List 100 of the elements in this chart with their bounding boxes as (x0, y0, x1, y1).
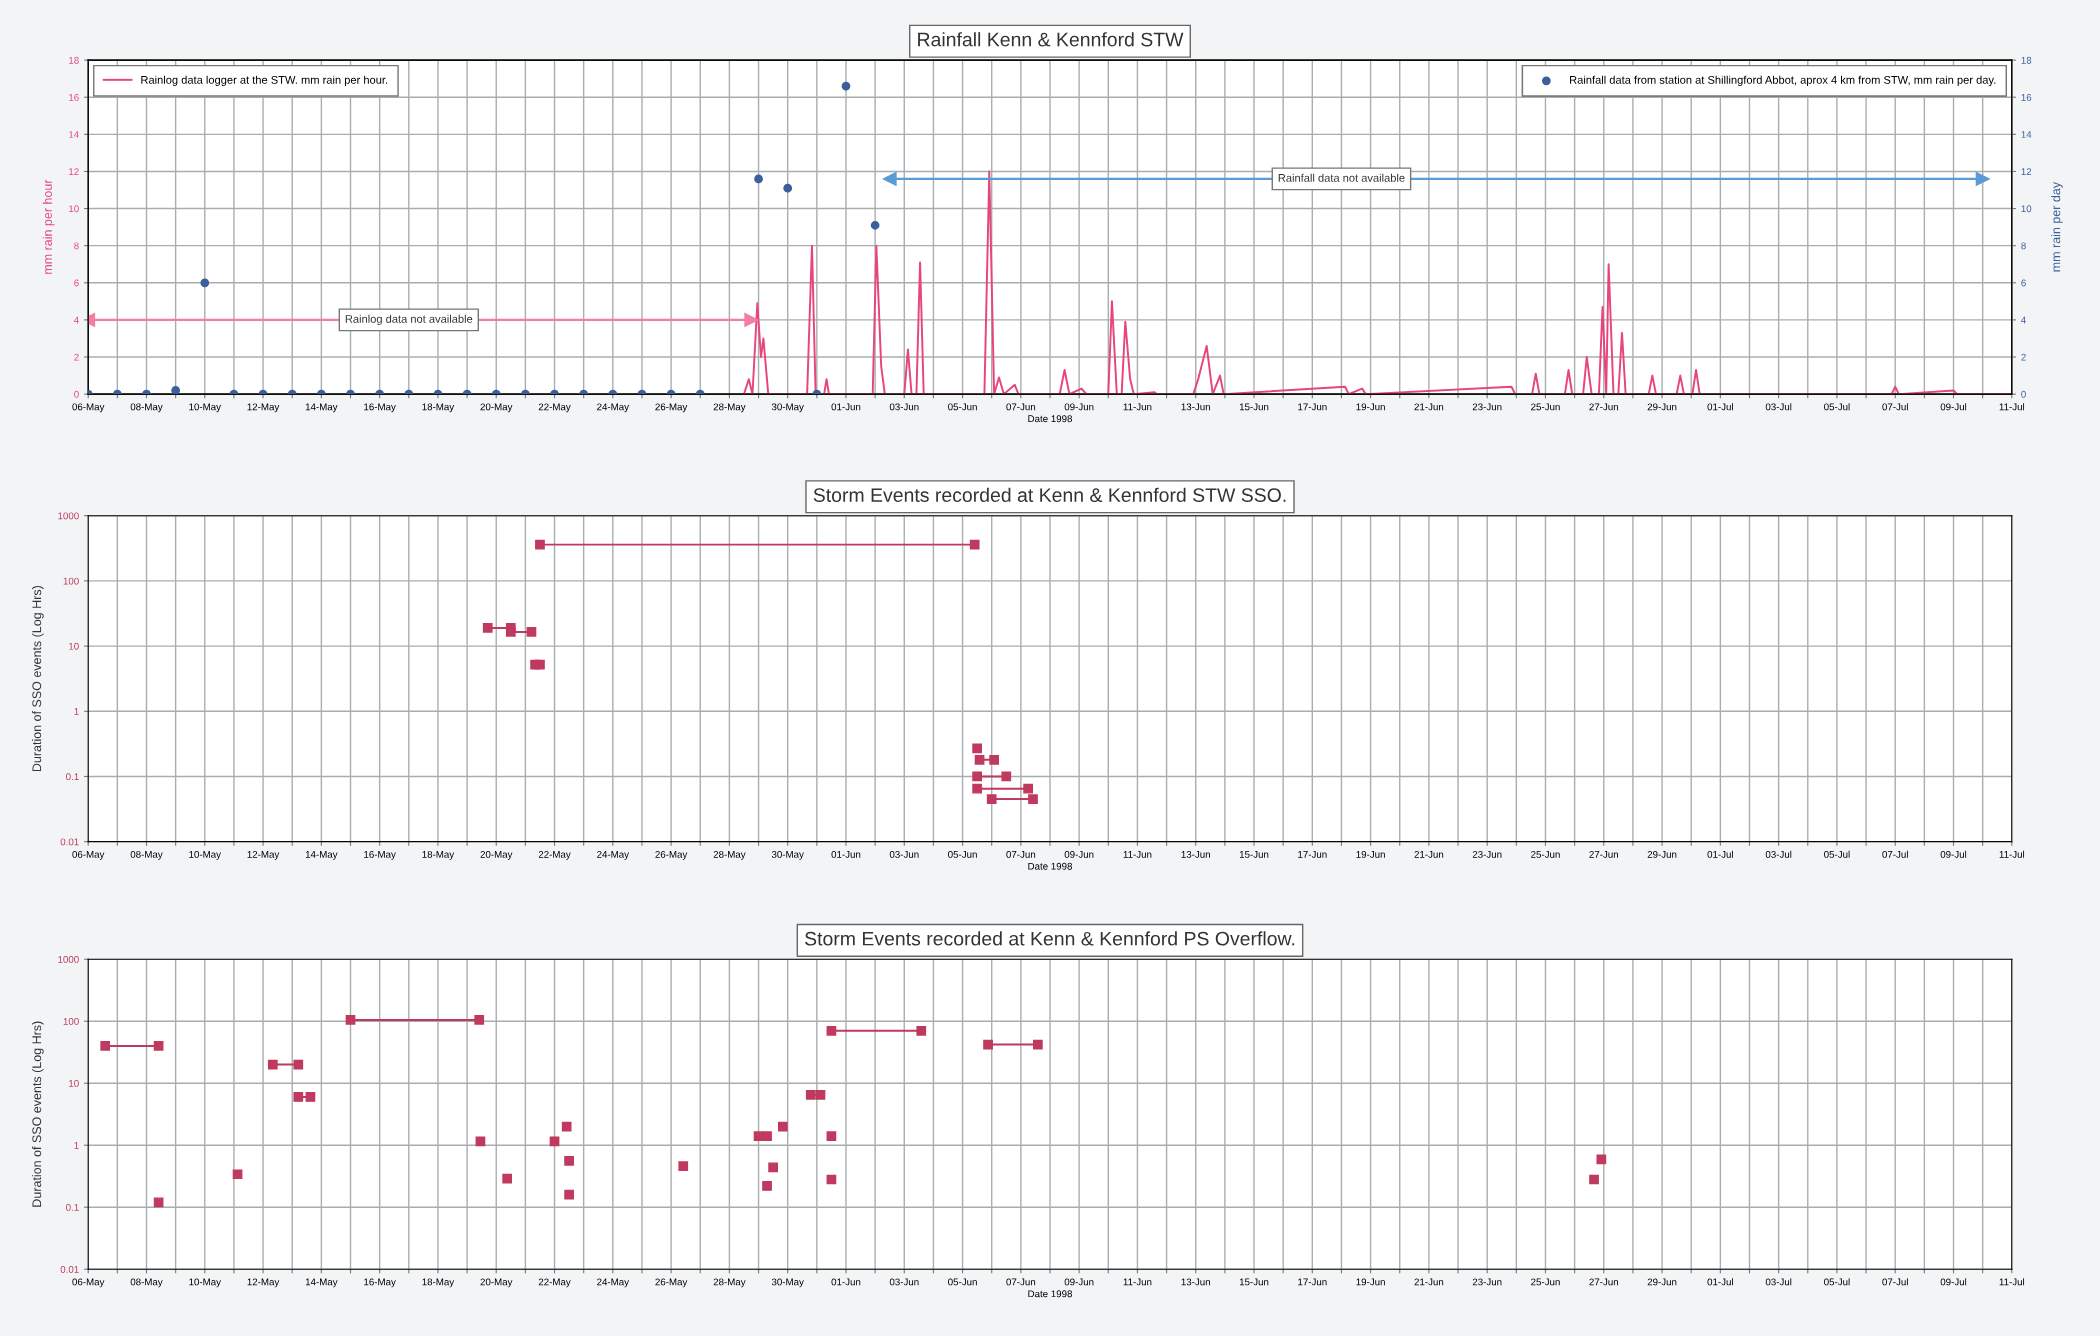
y-axis-title: Duration of SSO events (Log Hrs) (32, 1021, 44, 1207)
x-tick-label: 08-May (130, 403, 163, 413)
x-tick-label: 05-Jun (948, 1278, 977, 1286)
y-tick-label: 100 (63, 577, 79, 585)
x-tick-label: 17-Jun (1298, 403, 1327, 411)
x-tick-label: 23-Jun (1472, 403, 1502, 411)
x-axis-title: Date 1998 (1028, 862, 1073, 870)
x-tick-label: 21-Jun (1414, 1278, 1444, 1286)
x-tick-label: 14-May (305, 403, 338, 413)
x-tick-label: 07-Jul (1882, 1278, 1908, 1286)
x-tick-label: 07-Jun (1006, 1278, 1036, 1286)
x-tick-label: 12-May (247, 850, 280, 860)
x-tick-label: 01-Jul (1707, 1278, 1733, 1286)
x-tick-label: 16-May (364, 403, 396, 413)
y-tick-label: 6 (74, 279, 79, 287)
x-tick-label: 11-Jun (1123, 851, 1152, 858)
x-tick-label: 08-May (130, 1278, 163, 1288)
x-tick-label: 25-Jun (1531, 850, 1560, 858)
x-tick-label: 15-Jun (1239, 851, 1269, 858)
y-tick-label: 0.01 (60, 838, 79, 846)
x-tick-label: 17-Jun (1298, 851, 1327, 858)
x-tick-label: 17-Jun (1298, 1278, 1327, 1286)
y-tick-label: 1 (74, 708, 79, 715)
x-tick-label: 11-Jul (1999, 850, 2025, 858)
x-tick-label: 28-May (713, 403, 746, 413)
x-tick-label: 13-Jun (1181, 403, 1210, 411)
x-tick-label: 22-May (538, 1278, 571, 1288)
x-tick-label: 15-Jun (1239, 1278, 1269, 1286)
x-tick-label: 05-Jul (1824, 403, 1850, 411)
x-tick-label: 30-May (771, 850, 804, 860)
legend-label: Rainfall data from station at Shillingford Abbot, aprox 4 km from STW, mm rain per day. (1570, 75, 1996, 87)
x-tick-label: 11-Jul (1999, 1278, 2025, 1286)
x-tick-label: 29-Jun (1647, 1278, 1677, 1286)
y2-tick-label: 18 (2021, 56, 2032, 64)
x-tick-label: 09-Jul (1940, 403, 1967, 411)
y2-tick-label: 12 (2021, 168, 2032, 175)
x-tick-label: 06-May (72, 1278, 105, 1288)
y2-tick-label: 16 (2021, 93, 2032, 101)
y-tick-label: 18 (69, 56, 79, 64)
y2-axis-title: mm rain per day (2051, 181, 2063, 272)
x-tick-label: 28-May (713, 1278, 746, 1288)
x-tick-label: 12-May (247, 1278, 280, 1288)
x-axis-title: Date 1998 (1028, 1290, 1073, 1298)
x-tick-label: 08-May (130, 850, 163, 860)
y2-tick-label: 10 (2021, 205, 2032, 213)
x-tick-label: 09-Jul (1940, 850, 1967, 858)
x-tick-label: 07-Jun (1006, 403, 1036, 411)
x-tick-label: 01-Jun (831, 1278, 861, 1286)
x-tick-label: 28-May (713, 850, 746, 860)
chart-title: Rainfall Kenn & Kennford STW (918, 32, 1184, 47)
y2-tick-label: 0 (2021, 390, 2026, 398)
x-tick-label: 12-May (247, 403, 280, 413)
y-tick-label: 0.01 (60, 1265, 79, 1273)
x-tick-label: 11-Jun (1123, 1278, 1152, 1286)
x-tick-label: 20-May (480, 850, 513, 860)
y-tick-label: 10 (69, 642, 79, 650)
x-tick-label: 29-Jun (1647, 403, 1677, 411)
y-tick-label: 1000 (58, 955, 79, 963)
x-tick-label: 14-May (305, 1278, 338, 1288)
x-tick-label: 13-Jun (1181, 850, 1210, 858)
x-tick-label: 03-Jul (1765, 403, 1792, 411)
x-tick-label: 18-May (422, 850, 455, 860)
y-tick-label: 14 (69, 131, 79, 138)
x-tick-label: 23-Jun (1472, 850, 1502, 858)
y-tick-label: 16 (69, 93, 79, 101)
legend-label: Rainlog data logger at the STW. mm rain per hour. (141, 75, 388, 87)
x-tick-label: 03-Jul (1765, 1278, 1792, 1286)
x-tick-label: 19-Jun (1356, 1278, 1385, 1286)
x-tick-label: 30-May (771, 1278, 804, 1288)
x-tick-label: 09-Jun (1064, 850, 1094, 858)
x-tick-label: 14-May (305, 851, 338, 860)
x-tick-label: 26-May (655, 403, 688, 413)
x-tick-label: 07-Jul (1882, 850, 1908, 858)
y-tick-label: 0 (74, 390, 79, 398)
y-axis-title: Duration of SSO events (Log Hrs) (32, 586, 44, 772)
x-tick-label: 22-May (538, 850, 571, 860)
x-tick-label: 15-Jun (1239, 403, 1269, 411)
x-tick-label: 20-May (480, 403, 513, 413)
x-tick-label: 06-May (72, 403, 105, 413)
y2-tick-label: 2 (2021, 353, 2026, 361)
x-tick-label: 18-May (422, 1278, 455, 1288)
x-tick-label: 01-Jul (1707, 403, 1733, 411)
x-tick-label: 10-May (189, 403, 221, 413)
x-tick-label: 24-May (597, 403, 630, 413)
x-tick-label: 21-Jun (1414, 850, 1444, 858)
x-tick-label: 21-Jun (1414, 403, 1444, 411)
chart-title: Storm Events recorded at Kenn & Kennford PS Overflow. (805, 931, 1295, 946)
x-tick-label: 27-Jun (1589, 850, 1618, 858)
y-axis-title: mm rain per hour (42, 179, 55, 274)
y-tick-label: 2 (74, 353, 79, 361)
x-tick-label: 01-Jun (831, 850, 861, 858)
x-tick-label: 25-Jun (1531, 403, 1560, 411)
x-tick-label: 05-Jun (948, 403, 977, 411)
x-tick-label: 24-May (597, 1278, 630, 1288)
x-tick-label: 07-Jul (1882, 403, 1908, 411)
annotation: Rainlog data not available (345, 314, 473, 326)
x-tick-label: 09-Jun (1064, 403, 1094, 411)
y-tick-label: 8 (74, 242, 79, 250)
x-tick-label: 25-Jun (1531, 1278, 1560, 1286)
y-tick-label: 1 (74, 1142, 79, 1149)
